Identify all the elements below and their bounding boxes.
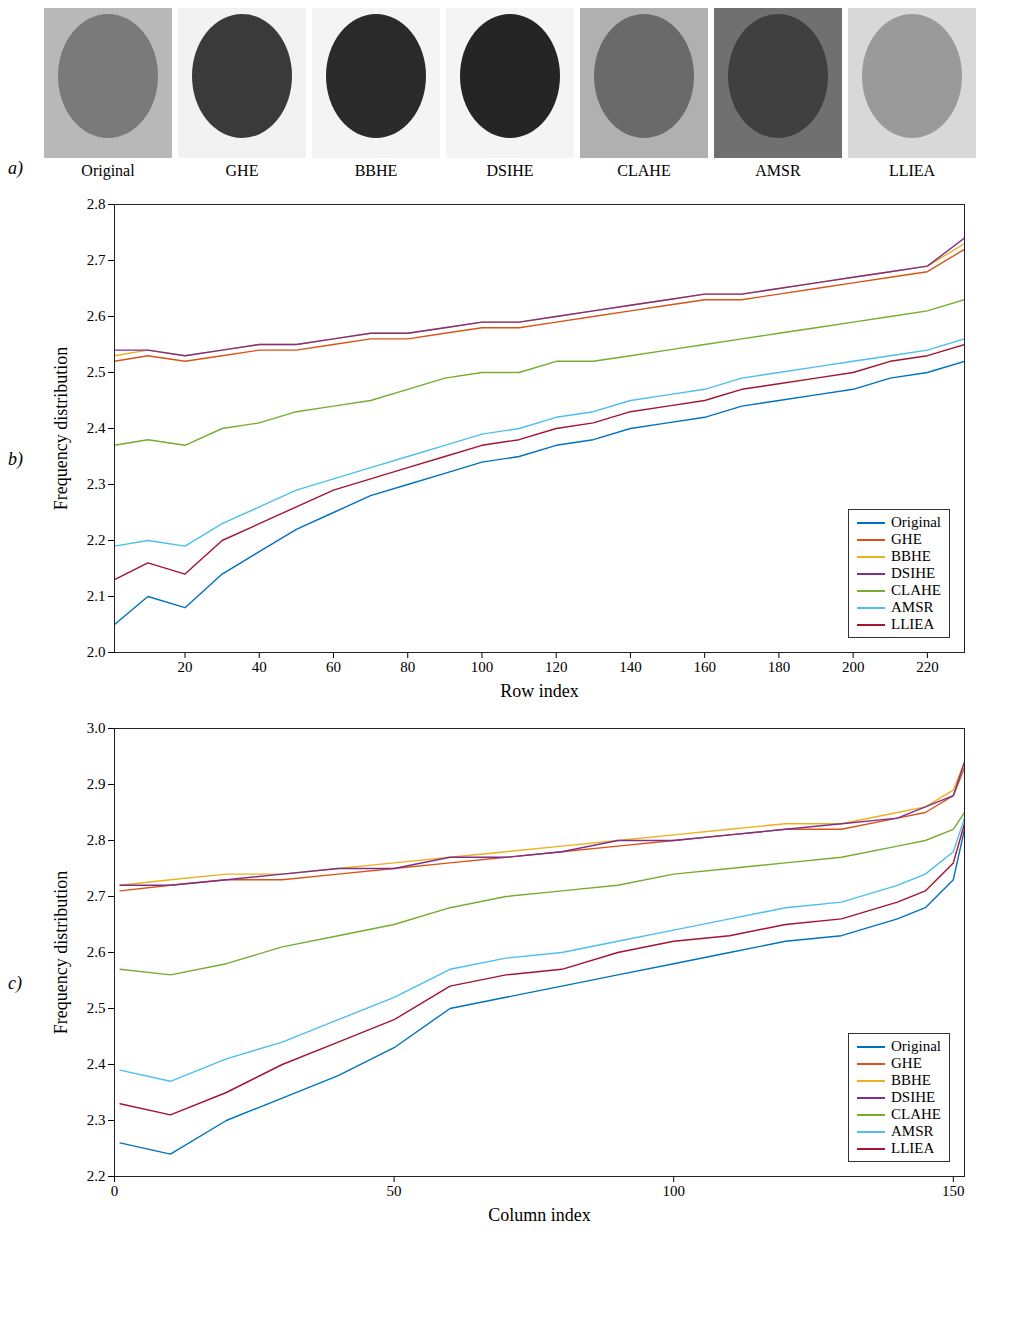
html-text:BBHE: BBHE	[354, 162, 398, 179]
svg-text:100: 100	[662, 1183, 685, 1199]
svg-text:100: 100	[471, 659, 494, 675]
svg-text:Column index: Column index	[488, 1205, 591, 1225]
svg-text:2.2: 2.2	[87, 532, 106, 548]
svg-text:180: 180	[768, 659, 791, 675]
svg-text:2.8: 2.8	[87, 196, 106, 212]
svg-text:2.0: 2.0	[87, 644, 106, 660]
svg-text:3.0: 3.0	[87, 720, 106, 736]
html-text:BBHE: BBHE	[891, 548, 931, 564]
html-text:CLAHE: CLAHE	[891, 582, 941, 598]
html-text:GHE: GHE	[891, 1055, 922, 1071]
html-text:Original: Original	[891, 514, 941, 530]
html-text:CLAHE: CLAHE	[891, 1106, 941, 1122]
html-text:AMSR: AMSR	[755, 162, 801, 179]
svg-text:2.2: 2.2	[87, 1168, 106, 1184]
svg-text:2.9: 2.9	[87, 776, 106, 792]
svg-text:2.4: 2.4	[87, 420, 106, 436]
svg-text:150: 150	[942, 1183, 965, 1199]
svg-text:160: 160	[693, 659, 716, 675]
html-text:GHE: GHE	[891, 531, 922, 547]
svg-text:50: 50	[387, 1183, 402, 1199]
html-text:LLIEA: LLIEA	[888, 162, 936, 179]
html-text:CLAHE: CLAHE	[617, 162, 671, 179]
html-text:BBHE: BBHE	[891, 1072, 931, 1088]
svg-text:2.1: 2.1	[87, 588, 106, 604]
html-text:DSIHE: DSIHE	[486, 162, 534, 179]
html-text:a): a)	[8, 158, 23, 178]
html-text:Original: Original	[81, 162, 135, 179]
svg-text:80: 80	[400, 659, 415, 675]
svg-text:200: 200	[842, 659, 865, 675]
svg-text:120: 120	[545, 659, 568, 675]
html-text:LLIEA: LLIEA	[891, 1140, 935, 1156]
svg-text:2.6: 2.6	[87, 944, 106, 960]
svg-text:2.5: 2.5	[87, 364, 106, 380]
svg-text:2.6: 2.6	[87, 308, 106, 324]
html-text:Original: Original	[891, 1038, 941, 1054]
svg-text:2.7: 2.7	[87, 888, 106, 904]
svg-text:2.5: 2.5	[87, 1000, 106, 1016]
html-text:LLIEA: LLIEA	[891, 616, 935, 632]
svg-text:2.7: 2.7	[87, 252, 106, 268]
svg-text:220: 220	[916, 659, 939, 675]
html-text:DSIHE: DSIHE	[891, 1089, 936, 1105]
svg-text:2.3: 2.3	[87, 1112, 106, 1128]
svg-text:60: 60	[326, 659, 341, 675]
svg-text:2.3: 2.3	[87, 476, 106, 492]
html-text:GHE: GHE	[225, 162, 259, 179]
svg-text:0: 0	[111, 1183, 119, 1199]
svg-text:Row index: Row index	[500, 681, 579, 701]
svg-text:2.4: 2.4	[87, 1056, 106, 1072]
svg-text:20: 20	[178, 659, 193, 675]
svg-text:Frequency distribution: Frequency distribution	[51, 347, 71, 510]
svg-text:40: 40	[252, 659, 267, 675]
html-text:b): b)	[8, 449, 23, 469]
html-text:c): c)	[8, 973, 22, 993]
svg-text:Frequency distribution: Frequency distribution	[51, 871, 71, 1034]
html-text:DSIHE: DSIHE	[891, 565, 936, 581]
svg-text:140: 140	[619, 659, 642, 675]
html-text:AMSR: AMSR	[891, 599, 934, 615]
svg-text:2.8: 2.8	[87, 832, 106, 848]
html-text:AMSR: AMSR	[891, 1123, 934, 1139]
